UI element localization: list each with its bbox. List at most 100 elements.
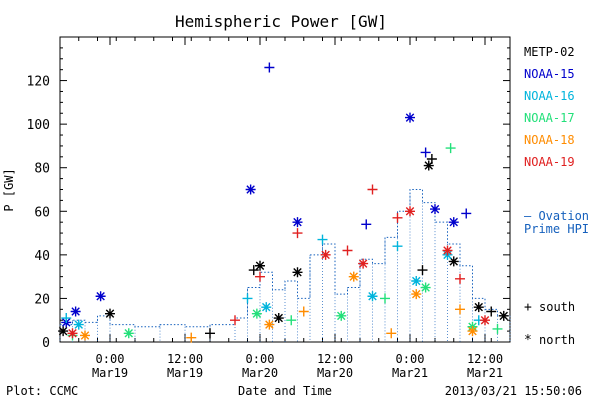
marker-metp-02-south <box>205 328 215 339</box>
marker-noaa-15-north <box>430 204 440 215</box>
marker-noaa-19-south <box>342 245 353 256</box>
marker-noaa-17-north <box>251 308 262 319</box>
marker-noaa-15-north <box>405 112 415 123</box>
plus-marker-symbol: + <box>524 300 532 315</box>
marker-legend-south: south <box>539 300 575 314</box>
legend-entry-noaa-18: NOAA-18 <box>524 133 575 147</box>
marker-noaa-15-north <box>70 306 81 317</box>
y-tick-label: 20 <box>34 292 50 307</box>
marker-noaa-19-south <box>292 228 303 239</box>
marker-noaa-15-north <box>245 184 256 195</box>
marker-noaa-19-south <box>230 315 240 326</box>
marker-metp-02-north <box>58 326 69 337</box>
marker-noaa-16-north <box>367 291 378 302</box>
marker-noaa-19-north <box>67 328 78 339</box>
marker-noaa-15-north <box>95 291 106 302</box>
marker-noaa-19-north <box>358 258 369 269</box>
legend-entry-ovation-line1: — Ovation <box>524 209 589 223</box>
marker-noaa-19-north <box>320 249 331 260</box>
x-tick-label-date: Mar21 <box>467 366 503 380</box>
marker-noaa-18-north <box>348 271 359 282</box>
marker-noaa-15-north <box>448 217 459 228</box>
x-tick-label-time: 12:00 <box>317 352 353 366</box>
marker-noaa-16-south <box>392 241 403 252</box>
x-tick-label-date: Mar20 <box>317 366 353 380</box>
legend-entry-metp-02: METP-02 <box>524 45 575 59</box>
marker-noaa-15-south <box>264 62 275 73</box>
marker-metp-02-north <box>273 313 284 324</box>
marker-legend: + south * north <box>524 300 575 348</box>
x-tick-label-date: Mar19 <box>167 366 203 380</box>
marker-noaa-18-south <box>386 328 397 339</box>
legend-entry-ovation-line2: Prime HPI <box>524 222 589 236</box>
star-marker-symbol: * <box>524 333 532 348</box>
marker-noaa-15-north <box>292 217 303 228</box>
marker-noaa-19-north <box>480 315 490 326</box>
marker-noaa-15-south <box>420 147 431 158</box>
marker-noaa-19-south <box>367 184 378 195</box>
marker-metp-02-south <box>486 306 497 317</box>
y-tick-label: 60 <box>34 205 50 220</box>
x-tick-label-time: 12:00 <box>467 352 503 366</box>
y-tick-label: 0 <box>42 336 50 351</box>
marker-noaa-19-north <box>405 206 415 217</box>
marker-noaa-17-north <box>336 310 347 321</box>
marker-noaa-17-north <box>123 328 134 339</box>
marker-noaa-18-north <box>467 326 478 337</box>
marker-noaa-18-north <box>264 319 275 330</box>
marker-noaa-17-south <box>492 323 503 334</box>
data-markers <box>58 62 509 343</box>
marker-noaa-17-south <box>286 315 297 326</box>
x-tick-label-time: 0:00 <box>96 352 125 366</box>
marker-noaa-19-south <box>455 273 465 284</box>
y-axis-label: P [GW] <box>2 168 16 211</box>
marker-noaa-17-north <box>420 282 431 293</box>
marker-metp-02-south <box>417 265 428 276</box>
marker-noaa-17-south <box>380 293 390 304</box>
x-axis-ticks: 0:00Mar1912:00Mar190:00Mar2012:00Mar200:… <box>59 37 511 380</box>
marker-noaa-18-north <box>411 289 422 300</box>
ovation-hpi-series <box>59 189 511 342</box>
marker-noaa-17-south <box>445 143 456 154</box>
marker-metp-02-north <box>292 267 303 278</box>
marker-noaa-19-south <box>255 271 265 282</box>
y-tick-label: 40 <box>34 249 50 264</box>
y-tick-label: 100 <box>27 118 50 133</box>
x-tick-label-time: 12:00 <box>167 352 203 366</box>
marker-noaa-18-north <box>80 330 90 341</box>
marker-noaa-15-south <box>461 208 472 219</box>
marker-noaa-16-south <box>242 293 253 304</box>
ovation-hpi-line <box>60 189 510 328</box>
y-axis-ticks: 0 20 40 60 80 100 120 <box>27 47 510 351</box>
marker-noaa-16-south <box>61 313 72 324</box>
marker-metp-02-north <box>423 160 434 171</box>
x-tick-label-time: 0:00 <box>246 352 275 366</box>
marker-noaa-18-south <box>298 306 309 317</box>
legend-entry-noaa-16: NOAA-16 <box>524 89 575 103</box>
marker-metp-02-north <box>473 302 484 313</box>
x-axis-label: Date and Time <box>238 384 332 398</box>
y-tick-label: 120 <box>27 75 50 90</box>
marker-noaa-16-north <box>73 319 84 330</box>
marker-metp-02-north <box>255 260 265 271</box>
x-tick-label-date: Mar19 <box>92 366 128 380</box>
marker-noaa-18-south <box>455 304 465 315</box>
marker-metp-02-north <box>498 310 509 321</box>
x-tick-label-date: Mar20 <box>242 366 278 380</box>
y-tick-label: 80 <box>34 162 50 177</box>
footer-timestamp: 2013/03/21 15:50:06 <box>445 384 582 398</box>
legend-entry-noaa-15: NOAA-15 <box>524 67 575 81</box>
marker-metp-02-north <box>448 256 459 267</box>
marker-noaa-16-north <box>261 302 272 313</box>
marker-noaa-19-north <box>442 245 453 256</box>
legend-entry-noaa-19: NOAA-19 <box>524 155 575 169</box>
chart-title: Hemispheric Power [GW] <box>175 12 387 31</box>
marker-metp-02-south <box>248 265 259 276</box>
marker-metp-02-south <box>426 154 437 164</box>
marker-noaa-18-south <box>186 332 197 343</box>
marker-legend-north: north <box>539 333 575 347</box>
legend-entry-noaa-17: NOAA-17 <box>524 111 575 125</box>
x-tick-label-date: Mar21 <box>392 366 428 380</box>
marker-noaa-19-south <box>392 212 403 223</box>
